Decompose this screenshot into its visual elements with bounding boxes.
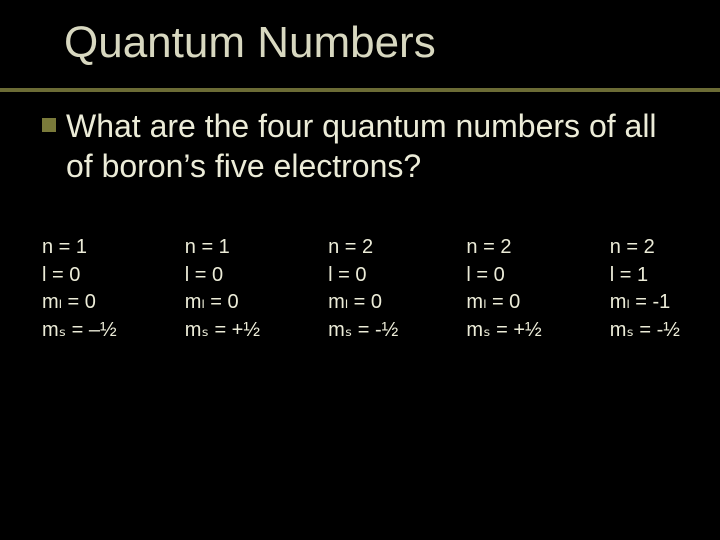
qn-ms: mₛ = +½ xyxy=(466,317,541,345)
qn-ml: mₗ = 0 xyxy=(466,289,541,317)
qn-ms: mₛ = -½ xyxy=(328,317,398,345)
qn-n: n = 2 xyxy=(466,234,541,262)
electron-col-2: n = 1 l = 0 mₗ = 0 mₛ = +½ xyxy=(185,234,260,344)
qn-ml: mₗ = 0 xyxy=(328,289,398,317)
slide: Quantum Numbers What are the four quantu… xyxy=(0,0,720,540)
question-text: What are the four quantum numbers of all… xyxy=(66,106,688,186)
qn-l: l = 1 xyxy=(610,262,680,290)
electron-col-3: n = 2 l = 0 mₗ = 0 mₛ = -½ xyxy=(328,234,398,344)
electron-columns: n = 1 l = 0 mₗ = 0 mₛ = –½ n = 1 l = 0 m… xyxy=(42,186,688,344)
qn-n: n = 1 xyxy=(42,234,117,262)
electron-col-1: n = 1 l = 0 mₗ = 0 mₛ = –½ xyxy=(42,234,117,344)
bullet-item: What are the four quantum numbers of all… xyxy=(42,106,688,186)
qn-l: l = 0 xyxy=(328,262,398,290)
slide-title: Quantum Numbers xyxy=(36,18,700,82)
qn-l: l = 0 xyxy=(42,262,117,290)
qn-l: l = 0 xyxy=(466,262,541,290)
square-bullet-icon xyxy=(42,118,56,132)
qn-ml: mₗ = -1 xyxy=(610,289,680,317)
qn-n: n = 1 xyxy=(185,234,260,262)
qn-ms: mₛ = -½ xyxy=(610,317,680,345)
electron-col-5: n = 2 l = 1 mₗ = -1 mₛ = -½ xyxy=(610,234,680,344)
slide-body: What are the four quantum numbers of all… xyxy=(36,82,700,344)
title-divider xyxy=(0,88,720,92)
qn-ms: mₛ = +½ xyxy=(185,317,260,345)
qn-ms: mₛ = –½ xyxy=(42,317,117,345)
qn-l: l = 0 xyxy=(185,262,260,290)
qn-ml: mₗ = 0 xyxy=(185,289,260,317)
qn-ml: mₗ = 0 xyxy=(42,289,117,317)
qn-n: n = 2 xyxy=(610,234,680,262)
electron-col-4: n = 2 l = 0 mₗ = 0 mₛ = +½ xyxy=(466,234,541,344)
qn-n: n = 2 xyxy=(328,234,398,262)
